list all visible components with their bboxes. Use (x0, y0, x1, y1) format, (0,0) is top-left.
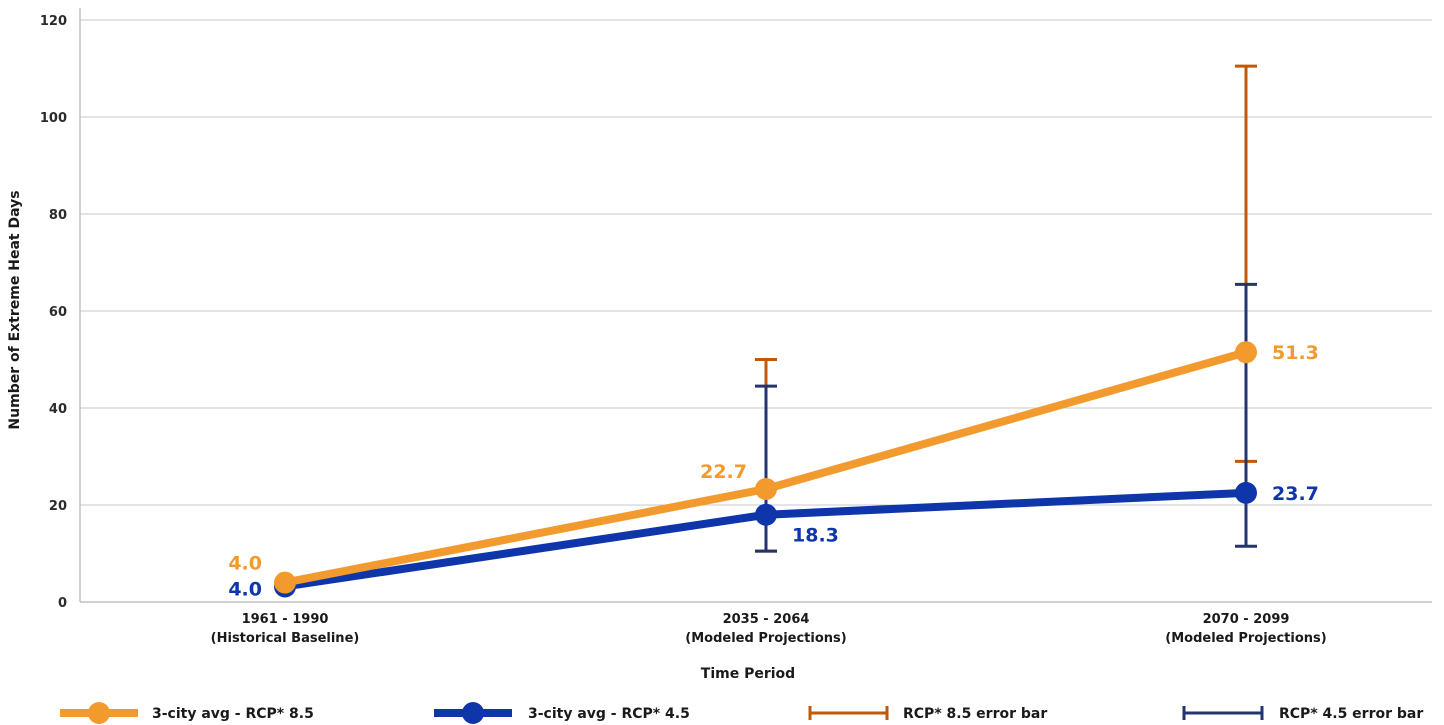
y-tick-label: 60 (49, 305, 67, 320)
x-axis-title: Time Period (701, 666, 795, 682)
rcp45-point (1235, 481, 1257, 504)
y-tick-label: 120 (40, 14, 67, 29)
x-category-sublabel: (Historical Baseline) (211, 631, 360, 646)
legend-rcp85-errorbar-label: RCP* 8.5 error bar (903, 706, 1047, 722)
y-tick-label: 20 (49, 499, 67, 514)
rcp85-data-label: 51.3 (1272, 342, 1319, 364)
error-bars (755, 64, 1257, 553)
y-tick-label: 40 (49, 402, 67, 417)
legend-rcp45-marker (462, 702, 484, 724)
rcp45-data-label: 4.0 (228, 579, 262, 601)
gridlines (79, 8, 1432, 603)
legend-rcp45-label: 3-city avg - RCP* 4.5 (528, 706, 690, 722)
rcp45-data-label: 18.3 (792, 525, 839, 547)
rcp85-point (1235, 341, 1257, 364)
rcp85-point (755, 477, 777, 500)
x-category-label: 2035 - 2064 (723, 612, 810, 627)
rcp85-data-label: 4.0 (228, 553, 262, 575)
x-category-sublabel: (Modeled Projections) (1165, 631, 1326, 646)
y-tick-labels: 0 20 40 60 80 100 120 (40, 14, 67, 611)
x-category-labels: 1961 - 1990 (Historical Baseline) 2035 - 2… (211, 612, 1327, 646)
rcp45-data-label: 23.7 (1272, 483, 1319, 505)
x-category-label: 1961 - 1990 (242, 612, 329, 627)
y-tick-label: 0 (58, 596, 67, 611)
y-tick-label: 100 (40, 111, 67, 126)
data-labels: 4.0 4.0 22.7 18.3 51.3 23.7 (228, 342, 1319, 600)
y-tick-label: 80 (49, 208, 67, 223)
legend-rcp85-marker (88, 702, 110, 724)
rcp45-point (755, 503, 777, 526)
y-axis-title: Number of Extreme Heat Days (7, 190, 23, 429)
x-category-sublabel: (Modeled Projections) (685, 631, 846, 646)
legend-rcp85-label: 3-city avg - RCP* 8.5 (152, 706, 314, 722)
rcp85-point (274, 571, 296, 594)
series-points (274, 341, 1257, 598)
legend-rcp45-errorbar-label: RCP* 4.5 error bar (1279, 706, 1423, 722)
rcp85-data-label: 22.7 (700, 461, 747, 483)
legend: 3-city avg - RCP* 8.5 3-city avg - RCP* 4… (60, 702, 1423, 724)
x-category-label: 2070 - 2099 (1203, 612, 1290, 627)
